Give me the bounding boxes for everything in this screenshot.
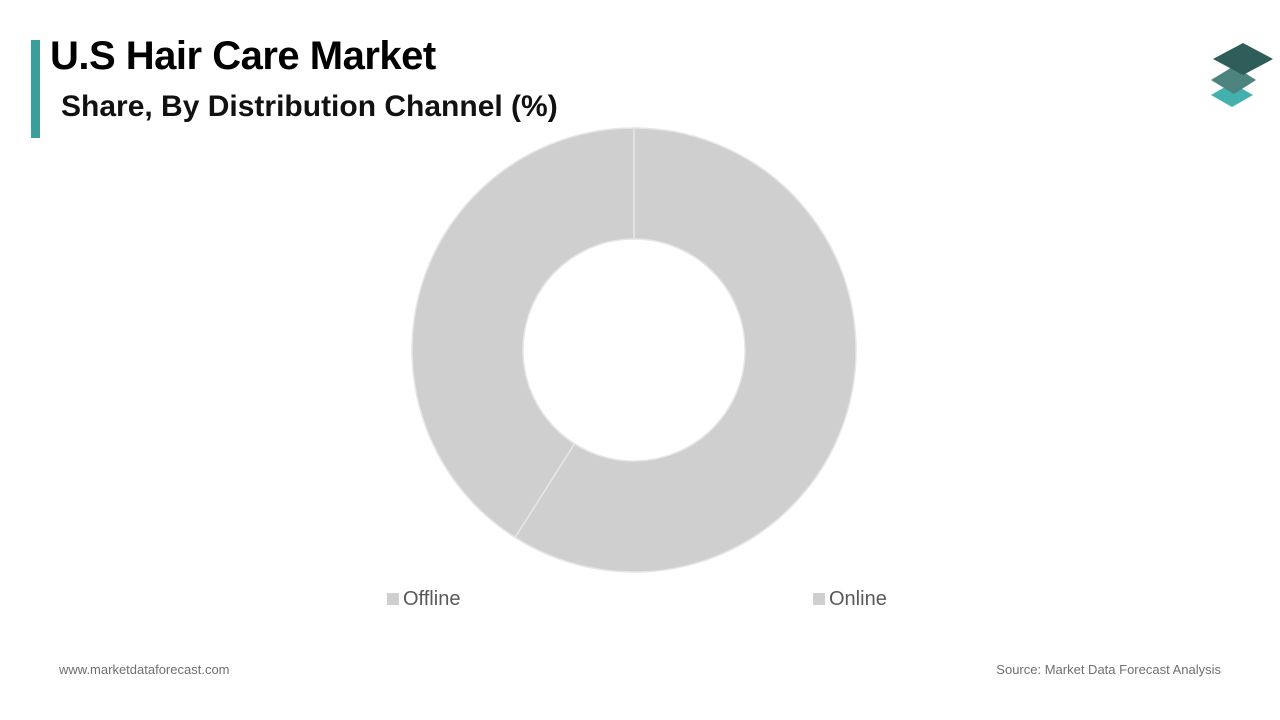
legend-item-offline: Offline bbox=[387, 588, 460, 610]
footer-website: www.marketdataforecast.com bbox=[59, 662, 230, 677]
legend-swatch-online bbox=[813, 593, 825, 605]
stacked-layers-logo-icon bbox=[1211, 43, 1273, 107]
donut-slice-offline bbox=[411, 127, 635, 539]
legend-label-online: Online bbox=[829, 587, 887, 610]
legend-swatch-offline bbox=[387, 593, 399, 605]
donut-slice-online bbox=[514, 127, 857, 573]
footer-source: Source: Market Data Forecast Analysis bbox=[996, 662, 1221, 677]
logo-layer-bottom bbox=[1211, 83, 1253, 107]
title-accent-bar bbox=[31, 40, 40, 138]
legend-label-offline: Offline bbox=[403, 587, 461, 610]
page-title: U.S Hair Care Market bbox=[50, 34, 436, 78]
logo-layer-top bbox=[1213, 43, 1273, 75]
chart-subtitle: Share, By Distribution Channel (%) bbox=[61, 90, 558, 123]
legend-item-online: Online bbox=[813, 588, 887, 610]
